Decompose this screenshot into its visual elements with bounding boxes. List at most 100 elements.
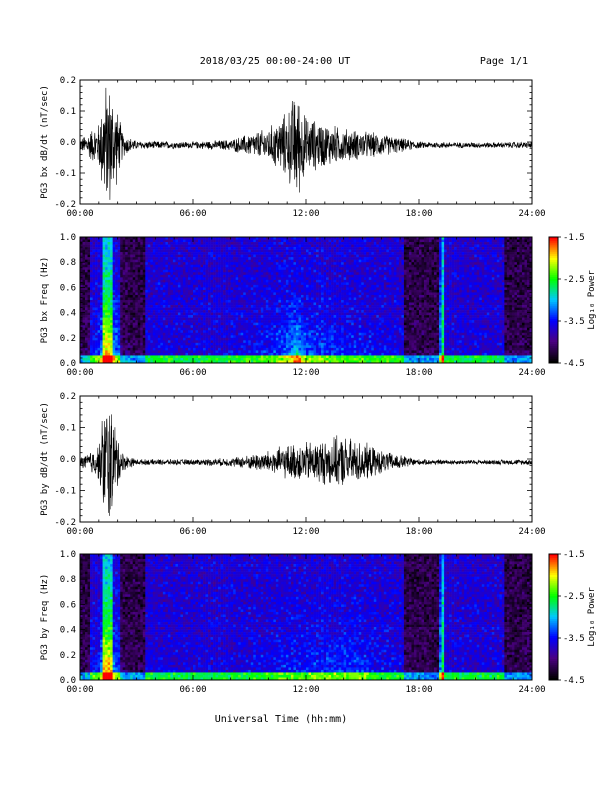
spectrogram-cell	[127, 360, 131, 364]
spectrogram-cell	[145, 312, 149, 316]
spectrogram-cell	[205, 332, 209, 336]
spectrogram-cell	[140, 287, 144, 291]
spectrogram-cell	[180, 244, 184, 248]
spectrogram-cell	[137, 237, 141, 240]
spectrogram-cell	[215, 239, 219, 243]
spectrogram-cell	[145, 302, 149, 306]
spectrogram-cell	[195, 237, 199, 240]
spectrogram-cell	[140, 294, 144, 298]
spectrogram-cell	[223, 352, 226, 356]
spectrogram-cell	[160, 272, 164, 276]
spectrogram-cell	[82, 254, 86, 258]
spectrogram-cell	[135, 282, 139, 286]
spectrogram-cell	[255, 247, 259, 250]
spectrogram-cell	[255, 272, 259, 276]
spectrogram-cell	[100, 355, 103, 359]
spectrogram-cell	[278, 330, 282, 334]
spectrogram-cell	[220, 312, 224, 316]
spectrogram-cell	[280, 352, 284, 356]
spectrogram-cell	[220, 242, 224, 245]
spectrogram-cell	[117, 325, 121, 329]
spectrogram-cell	[253, 330, 257, 334]
spectrogram-cell	[172, 350, 176, 354]
spectrogram-cell	[177, 340, 181, 344]
spectrogram-cell	[293, 345, 297, 349]
spectrogram-cell	[102, 320, 106, 323]
spectrogram-cell	[270, 237, 274, 240]
spectrogram-cell	[140, 340, 144, 344]
spectrogram-cell	[263, 307, 267, 311]
spectrogram-cell	[170, 262, 174, 266]
spectrogram-cell	[273, 279, 277, 283]
spectrogram-cell	[167, 300, 171, 303]
spectrogram-cell	[208, 330, 211, 334]
spectrogram-cell	[323, 289, 327, 293]
spectrogram-cell	[311, 342, 314, 346]
spectrogram-cell	[306, 300, 309, 303]
spectrogram-cell	[170, 274, 174, 278]
spectrogram-cell	[300, 269, 304, 273]
spectrogram-cell	[85, 242, 88, 245]
spectrogram-cell	[228, 332, 231, 336]
spectrogram-cell	[90, 239, 93, 243]
spectrogram-cell	[293, 237, 297, 240]
spectrogram-cell	[208, 282, 211, 286]
spectrogram-cell	[263, 322, 267, 326]
spectrogram-cell	[321, 282, 324, 286]
spectrogram-cell	[238, 237, 242, 240]
spectrogram-cell	[140, 297, 144, 301]
spectrogram-cell	[198, 252, 201, 255]
spectrogram-cell	[300, 300, 304, 303]
spectrogram-cell	[218, 352, 221, 356]
spectrogram-cell	[110, 239, 113, 243]
spectrogram-cell	[157, 294, 161, 298]
spectrogram-cell	[260, 337, 264, 341]
bx-waveform-ylabel: PG3 bx dB/dt (nT/sec)	[40, 85, 50, 199]
spectrogram-cell	[265, 335, 269, 339]
spectrogram-cell	[177, 292, 181, 296]
spectrogram-cell	[117, 287, 121, 291]
spectrogram-cell	[303, 294, 307, 298]
spectrogram-cell	[177, 284, 181, 288]
spectrogram-cell	[112, 302, 116, 306]
spectrogram-cell	[235, 249, 239, 253]
spectrogram-cell	[268, 252, 272, 255]
spectrogram-cell	[110, 244, 113, 248]
spectrogram-cell	[300, 317, 304, 321]
spectrogram-cell	[230, 244, 234, 248]
spectrogram-cell	[117, 305, 121, 308]
spectrogram-cell	[275, 287, 279, 291]
spectrogram-cell	[145, 284, 149, 288]
spectrogram-cell	[228, 247, 231, 250]
spectrogram-cell	[145, 342, 149, 346]
spectrogram-cell	[308, 282, 312, 286]
spectrogram-cell	[278, 242, 282, 245]
spectrogram-cell	[95, 254, 98, 258]
spectrogram-cell	[300, 287, 304, 291]
spectrogram-cell	[220, 239, 224, 243]
spectrogram-cell	[278, 315, 282, 318]
spectrogram-cell	[200, 294, 204, 298]
spectrogram-cell	[240, 279, 244, 283]
spectrogram-cell	[290, 294, 294, 298]
spectrogram-cell	[152, 320, 156, 323]
spectrogram-cell	[80, 330, 83, 334]
spectrogram-cell	[187, 312, 191, 316]
spectrogram-cell	[145, 239, 149, 243]
spectrogram-cell	[198, 272, 201, 276]
spectrogram-cell	[220, 247, 224, 250]
spectrogram-cell	[280, 300, 284, 303]
spectrogram-cell	[323, 294, 327, 298]
spectrogram-cell	[303, 239, 307, 243]
spectrogram-cell	[243, 237, 247, 240]
spectrogram-cell	[180, 342, 184, 346]
spectrogram-cell	[135, 317, 139, 321]
spectrogram-cell	[107, 317, 111, 321]
spectrogram-cell	[130, 267, 134, 271]
spectrogram-cell	[278, 297, 282, 301]
spectrogram-cell	[190, 259, 194, 263]
spectrogram-cell	[268, 340, 272, 344]
spectrogram-cell	[290, 335, 294, 339]
spectrogram-cell	[97, 239, 101, 243]
spectrogram-cell	[303, 244, 307, 248]
